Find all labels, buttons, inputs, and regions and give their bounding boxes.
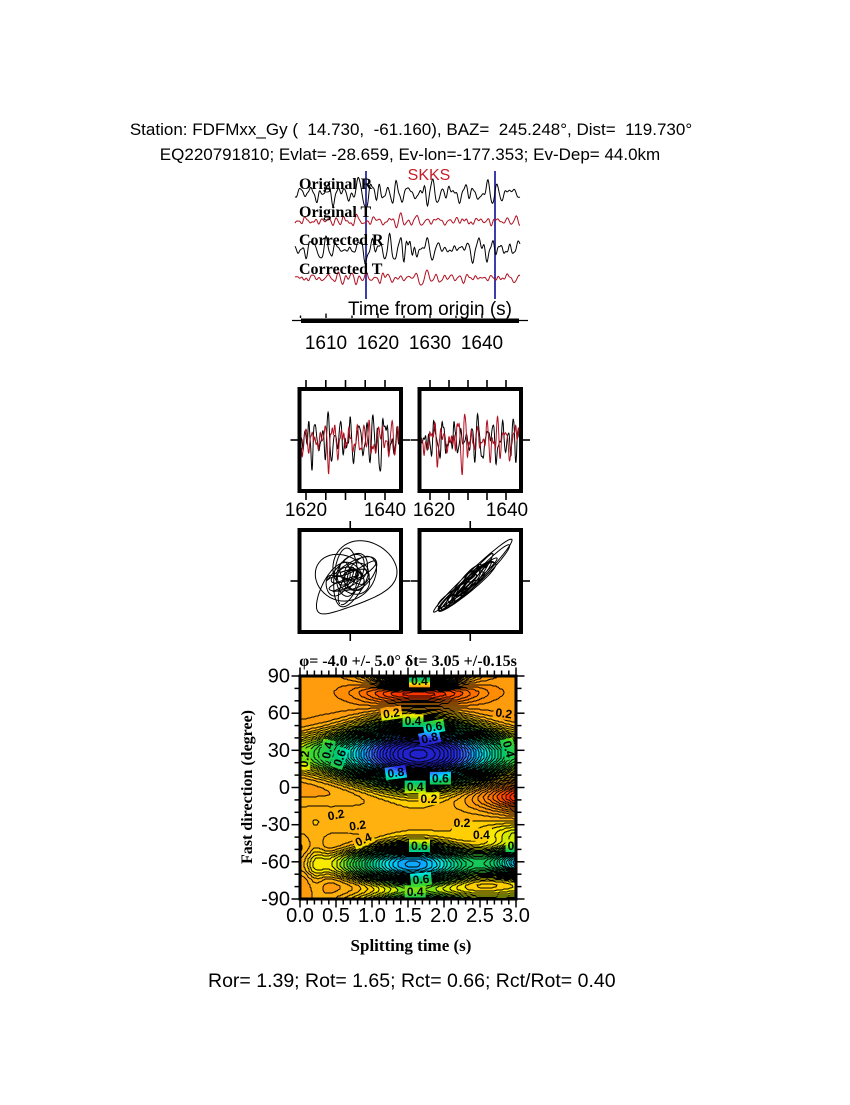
svg-text:0.4: 0.4 (473, 828, 490, 842)
svg-text:0.6: 0.6 (330, 747, 349, 768)
svg-text:0.5: 0.5 (322, 905, 350, 927)
svg-text:0.4: 0.4 (405, 714, 422, 728)
svg-text:0.2: 0.2 (382, 705, 401, 721)
svg-text:Original T: Original T (299, 204, 371, 221)
svg-text:3.0: 3.0 (502, 905, 530, 927)
svg-text:Original R: Original R (299, 176, 373, 193)
svg-text:EQ220791810; Evlat= -28.659, E: EQ220791810; Evlat= -28.659, Ev-lon=-177… (160, 145, 660, 164)
svg-text:1620: 1620 (357, 333, 399, 354)
svg-text:1640: 1640 (461, 333, 503, 354)
svg-text:-30: -30 (261, 814, 290, 836)
svg-text:0.2: 0.2 (297, 750, 312, 768)
svg-text:0.6: 0.6 (508, 839, 525, 853)
svg-text:-60: -60 (261, 851, 290, 873)
svg-text:Station: FDFMxx_Gy ( 14.730,: Station: FDFMxx_Gy ( 14.730, -61.160), B… (130, 120, 692, 139)
svg-text:0.2: 0.2 (327, 807, 346, 824)
svg-text:0.6: 0.6 (432, 771, 449, 785)
svg-text:1.0: 1.0 (358, 905, 386, 927)
svg-text:0.4: 0.4 (407, 885, 424, 899)
svg-text:0.2: 0.2 (495, 705, 514, 721)
svg-text:1620: 1620 (285, 500, 327, 521)
svg-text:Corrected R: Corrected R (299, 232, 384, 249)
svg-text:1610: 1610 (305, 333, 347, 354)
svg-text:0: 0 (279, 777, 290, 799)
svg-text:Time from origin (s): Time from origin (s) (348, 299, 512, 320)
svg-text:1640: 1640 (364, 500, 406, 521)
svg-text:0.4: 0.4 (353, 830, 374, 850)
svg-text:Fast direction (degree): Fast direction (degree) (239, 710, 256, 864)
svg-text:-90: -90 (261, 889, 290, 911)
svg-text:1640: 1640 (486, 500, 528, 521)
svg-text:0.0: 0.0 (286, 905, 314, 927)
svg-text:0.2: 0.2 (421, 792, 438, 806)
svg-text:0.6: 0.6 (412, 872, 430, 887)
svg-text:SKKS: SKKS (408, 167, 451, 184)
svg-text:0.8: 0.8 (420, 729, 440, 746)
svg-text:1.5: 1.5 (394, 905, 422, 927)
svg-text:0.6: 0.6 (425, 719, 444, 736)
svg-text:0.8: 0.8 (387, 765, 406, 781)
svg-text:0.2: 0.2 (348, 817, 367, 833)
svg-text:90: 90 (268, 666, 290, 688)
svg-text:0.2: 0.2 (454, 816, 471, 830)
svg-text:Splitting time (s): Splitting time (s) (351, 936, 472, 955)
svg-text:Ror= 1.39; Rot= 1.65; Rct= 0.6: Ror= 1.39; Rot= 1.65; Rct= 0.66; Rct/Rot… (208, 970, 616, 992)
svg-text:2.0: 2.0 (430, 905, 458, 927)
svg-text:60: 60 (268, 703, 290, 725)
svg-text:0.4: 0.4 (411, 674, 428, 688)
svg-text:0.6: 0.6 (411, 839, 428, 853)
svg-text:30: 30 (268, 740, 290, 762)
svg-text:0.4: 0.4 (500, 739, 518, 759)
svg-text:1630: 1630 (409, 333, 451, 354)
svg-text:0.4: 0.4 (319, 740, 336, 760)
svg-text:Corrected T: Corrected T (299, 261, 383, 278)
svg-text:1620: 1620 (413, 500, 455, 521)
svg-text:2.5: 2.5 (466, 905, 494, 927)
svg-text:φ= -4.0 +/- 5.0° δt= 3.05 +/-0: φ= -4.0 +/- 5.0° δt= 3.05 +/-0.15s (299, 653, 517, 670)
svg-text:0.4: 0.4 (407, 780, 424, 794)
